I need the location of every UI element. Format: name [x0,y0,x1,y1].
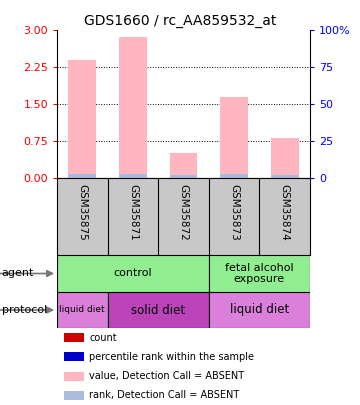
Text: count: count [89,333,117,343]
Bar [64,333,84,342]
Text: rank, Detection Call = ABSENT: rank, Detection Call = ABSENT [89,390,240,401]
Bar [119,174,147,178]
Bar [209,255,310,292]
Bar [64,352,84,362]
Bar [57,255,209,292]
Text: agent: agent [2,269,34,279]
Bar [220,174,248,178]
Text: fetal alcohol
exposure: fetal alcohol exposure [225,263,294,284]
Text: liquid diet: liquid diet [59,305,105,315]
Text: value, Detection Call = ABSENT: value, Detection Call = ABSENT [89,371,244,381]
Text: control: control [114,269,152,279]
Bar [170,175,197,178]
Bar [64,371,84,381]
Text: GSM35872: GSM35872 [179,184,189,241]
Bar [68,174,96,178]
Bar [220,97,248,178]
Text: protocol: protocol [2,305,47,315]
Text: solid diet: solid diet [131,303,185,316]
Text: percentile rank within the sample: percentile rank within the sample [89,352,255,362]
Bar [170,153,197,178]
Bar [57,292,108,328]
Text: GSM35873: GSM35873 [229,184,239,241]
Text: liquid diet: liquid diet [230,303,289,316]
Text: GSM35874: GSM35874 [280,184,290,241]
Bar [68,60,96,178]
Bar [64,391,84,400]
Bar [271,175,298,178]
Text: GSM35875: GSM35875 [77,184,87,241]
Bar [108,292,209,328]
Bar [271,138,298,178]
Bar [119,37,147,178]
Bar [209,292,310,328]
Text: GDS1660 / rc_AA859532_at: GDS1660 / rc_AA859532_at [84,14,276,28]
Text: GSM35871: GSM35871 [128,184,138,241]
